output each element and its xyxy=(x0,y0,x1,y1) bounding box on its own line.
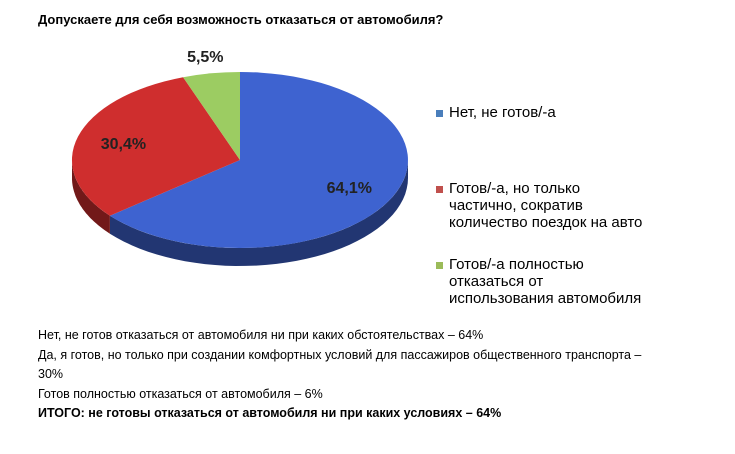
pie-slice-no xyxy=(109,72,408,248)
pie-sides xyxy=(72,160,409,266)
pie-slice-full xyxy=(183,71,240,160)
note-not-ready: Нет, не готов отказаться от автомобиля н… xyxy=(38,328,484,342)
legend-label-no: Нет, не готов/-а xyxy=(449,104,556,121)
chart-title: Допускаете для себя возможность отказать… xyxy=(38,12,444,27)
legend-label-full: Готов/-а полностью отказаться от использ… xyxy=(449,256,642,307)
pie-label-no: 64,1% xyxy=(327,180,372,197)
pie-slice-partial xyxy=(71,77,240,216)
pie-slices xyxy=(71,71,408,248)
note-fully-ready: Готов полностью отказаться от автомобиля… xyxy=(38,386,323,401)
legend-label-partial: Готов/-а, но только частично, сократив к… xyxy=(449,180,643,231)
legend-swatch-no xyxy=(436,110,443,117)
legend-item-partial: Готов/-а, но только частично, сократив к… xyxy=(436,180,642,231)
legend-item-no: Нет, не готов/-а xyxy=(436,104,556,121)
legend-swatch-full xyxy=(436,262,443,269)
pie-label-partial: 30,4% xyxy=(101,136,146,153)
legend-item-full: Готов/-а полностью отказаться от использ… xyxy=(436,256,641,307)
note-partially-ready: Да, я готов, но только при создании комф… xyxy=(38,347,642,362)
note-total: ИТОГО: не готовы отказаться от автомобил… xyxy=(38,406,502,420)
pie-label-full: 5,5% xyxy=(187,49,223,66)
legend-swatch-partial xyxy=(436,186,443,193)
note-partially-ready-value: 30% xyxy=(38,367,64,381)
survey-notes: Нет, не готов отказаться от автомобиля н… xyxy=(38,326,718,424)
pie-data-labels: 64,1% 30,4% 5,5% xyxy=(101,49,372,197)
pie-side-no xyxy=(109,160,409,266)
pie-side-partial xyxy=(72,160,110,234)
